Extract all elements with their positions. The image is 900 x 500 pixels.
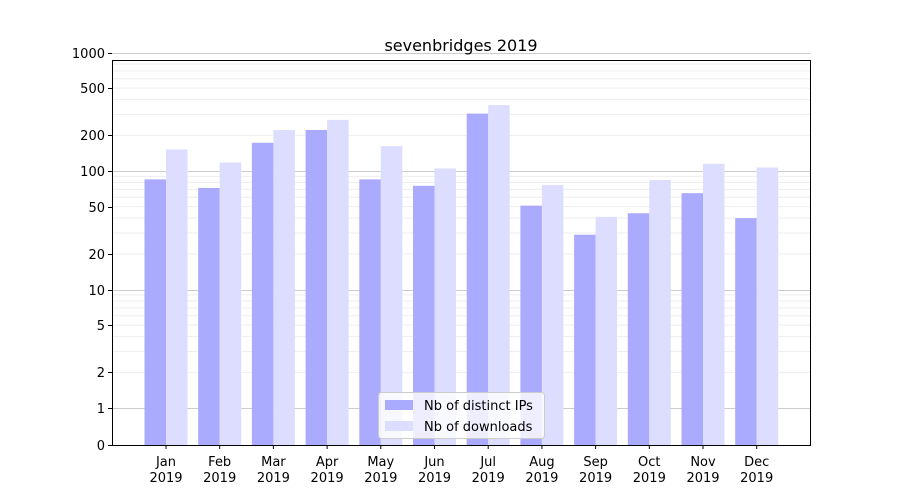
x-tick-label-year: 2019 (633, 471, 666, 486)
x-tick-label-year: 2019 (525, 471, 558, 486)
chart-title: sevenbridges 2019 (384, 36, 537, 55)
x-tick-label-month: Aug (529, 455, 554, 470)
x-tick-label-month: Apr (316, 455, 339, 470)
y-tick-label: 50 (88, 201, 105, 216)
x-tick-label-year: 2019 (579, 471, 612, 486)
y-tick-label: 500 (80, 82, 105, 97)
bars (144, 105, 779, 446)
bar-distinct-ips-may (359, 179, 381, 445)
legend-box (378, 392, 545, 439)
bar-distinct-ips-dec (735, 218, 757, 445)
x-tick-label-month: Jun (423, 455, 444, 470)
bar-distinct-ips-feb (198, 187, 220, 445)
bar-distinct-ips-mar (251, 142, 274, 445)
bar-downloads-jun (434, 168, 456, 445)
bar-distinct-ips-sep (574, 234, 596, 445)
bar-distinct-ips-jul (466, 113, 489, 445)
y-tick-label: 1 (97, 402, 105, 417)
y-axis: 0 1 2 5 10 20 50 100 200 500 1000 (72, 47, 112, 454)
bar-downloads-jul (488, 105, 510, 445)
y-tick-label: 0 (97, 439, 105, 454)
legend-swatch (385, 421, 413, 431)
x-tick-label-month: Nov (690, 455, 716, 470)
legend-label: Nb of downloads (424, 420, 533, 435)
y-tick-label: 100 (80, 165, 105, 180)
x-tick-label-month: Mar (261, 455, 286, 470)
plot-frame (112, 60, 811, 446)
bar-downloads-mar (273, 129, 295, 446)
bar-downloads-dec (756, 167, 779, 446)
bar-downloads-nov (703, 163, 725, 445)
bar-downloads-feb (219, 162, 242, 445)
legend-swatch (385, 400, 413, 410)
bar-distinct-ips-aug (520, 205, 542, 445)
x-tick-label-month: May (367, 455, 394, 470)
bar-downloads-oct (649, 179, 671, 445)
x-tick-label-year: 2019 (740, 471, 773, 486)
bar-distinct-ips-oct (627, 213, 650, 445)
x-tick-label-year: 2019 (418, 471, 451, 486)
bar-downloads-aug (541, 185, 564, 445)
y-tick-label: 5 (97, 319, 105, 334)
bar-distinct-ips-jan (144, 179, 166, 445)
legend-label: Nb of distinct IPs (424, 399, 533, 414)
x-tick-label-year: 2019 (686, 471, 719, 486)
bar-distinct-ips-jun (413, 185, 435, 445)
x-tick-label-month: Sep (583, 455, 608, 470)
y-tick-label: 2 (97, 366, 105, 381)
x-tick-label-month: Dec (744, 455, 769, 470)
x-tick-label-month: Jul (479, 455, 496, 470)
bar-distinct-ips-nov (681, 193, 703, 445)
y-tick-label: 10 (88, 284, 105, 299)
x-tick-label-year: 2019 (257, 471, 290, 486)
y-tick-label: 20 (88, 248, 105, 263)
x-tick-label-year: 2019 (149, 471, 182, 486)
x-tick-label-month: Jan (155, 455, 176, 470)
x-tick-label-year: 2019 (364, 471, 397, 486)
y-tick-label: 200 (80, 129, 105, 144)
x-tick-label-month: Feb (208, 455, 231, 470)
x-tick-label-year: 2019 (472, 471, 505, 486)
bar-downloads-sep (595, 216, 618, 445)
bar-downloads-apr (327, 119, 349, 445)
y-tick-label: 1000 (72, 47, 105, 62)
x-tick-label-month: Oct (638, 455, 660, 470)
bar-downloads-jan (166, 149, 188, 445)
bar-downloads-may (380, 146, 403, 445)
x-axis: Jan2019Feb2019Mar2019Apr2019May2019Jun20… (149, 445, 773, 486)
bar-distinct-ips-apr (305, 129, 328, 446)
legend: Nb of distinct IPs Nb of downloads (378, 392, 545, 439)
x-tick-label-year: 2019 (311, 471, 344, 486)
x-tick-label-year: 2019 (203, 471, 236, 486)
